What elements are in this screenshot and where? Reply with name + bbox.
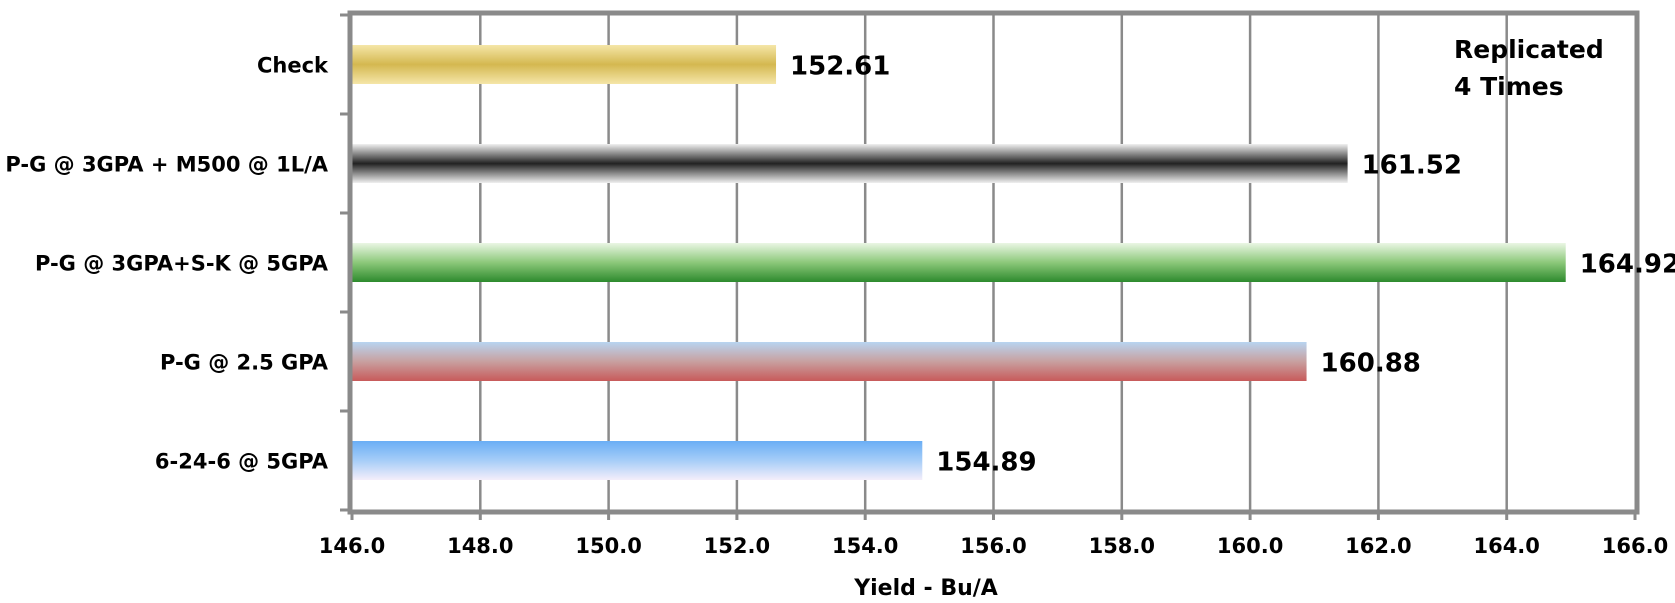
- x-tick-label: 166.0: [1602, 534, 1668, 558]
- x-tick-label: 158.0: [1089, 534, 1155, 558]
- data-label: 161.52: [1362, 151, 1462, 181]
- x-tick-label: 162.0: [1345, 534, 1411, 558]
- x-tick-label: 160.0: [1217, 534, 1283, 558]
- category-label: 6-24-6 @ 5GPA: [155, 450, 329, 474]
- x-tick-label: 164.0: [1473, 534, 1539, 558]
- x-tick-label: 156.0: [960, 534, 1026, 558]
- data-label: 160.88: [1321, 349, 1421, 379]
- data-label: 152.61: [790, 52, 890, 82]
- data-label: 164.92: [1580, 250, 1675, 280]
- bar: [352, 243, 1566, 282]
- bar: [352, 342, 1307, 381]
- data-label: 154.89: [936, 448, 1036, 478]
- category-label: P-G @ 3GPA + M500 @ 1L/A: [5, 153, 328, 177]
- labels: 146.0 148.0 150.0 152.0 154.0 156.0 158.0 160.0…: [5, 52, 1675, 559]
- category-label: P-G @ 2.5 GPA: [160, 351, 329, 375]
- annotation-line-1: Replicated: [1454, 35, 1604, 64]
- bar: [352, 45, 777, 84]
- annotation-note: Replicated 4 Times: [1454, 35, 1612, 101]
- x-tick-label: 154.0: [832, 534, 898, 558]
- axis-ticks: [340, 13, 1637, 520]
- x-axis-title: Yield - Bu/A: [853, 576, 998, 601]
- bars: [352, 45, 1566, 480]
- x-tick-label: 150.0: [575, 534, 641, 558]
- bar: [352, 441, 923, 480]
- x-tick-label: 146.0: [319, 534, 385, 558]
- annotation-line-2: 4 Times: [1454, 72, 1564, 101]
- bar: [352, 144, 1348, 183]
- x-tick-label: 152.0: [704, 534, 770, 558]
- category-label: P-G @ 3GPA+S-K @ 5GPA: [35, 252, 329, 276]
- category-label: Check: [257, 54, 329, 78]
- x-tick-label: 148.0: [447, 534, 513, 558]
